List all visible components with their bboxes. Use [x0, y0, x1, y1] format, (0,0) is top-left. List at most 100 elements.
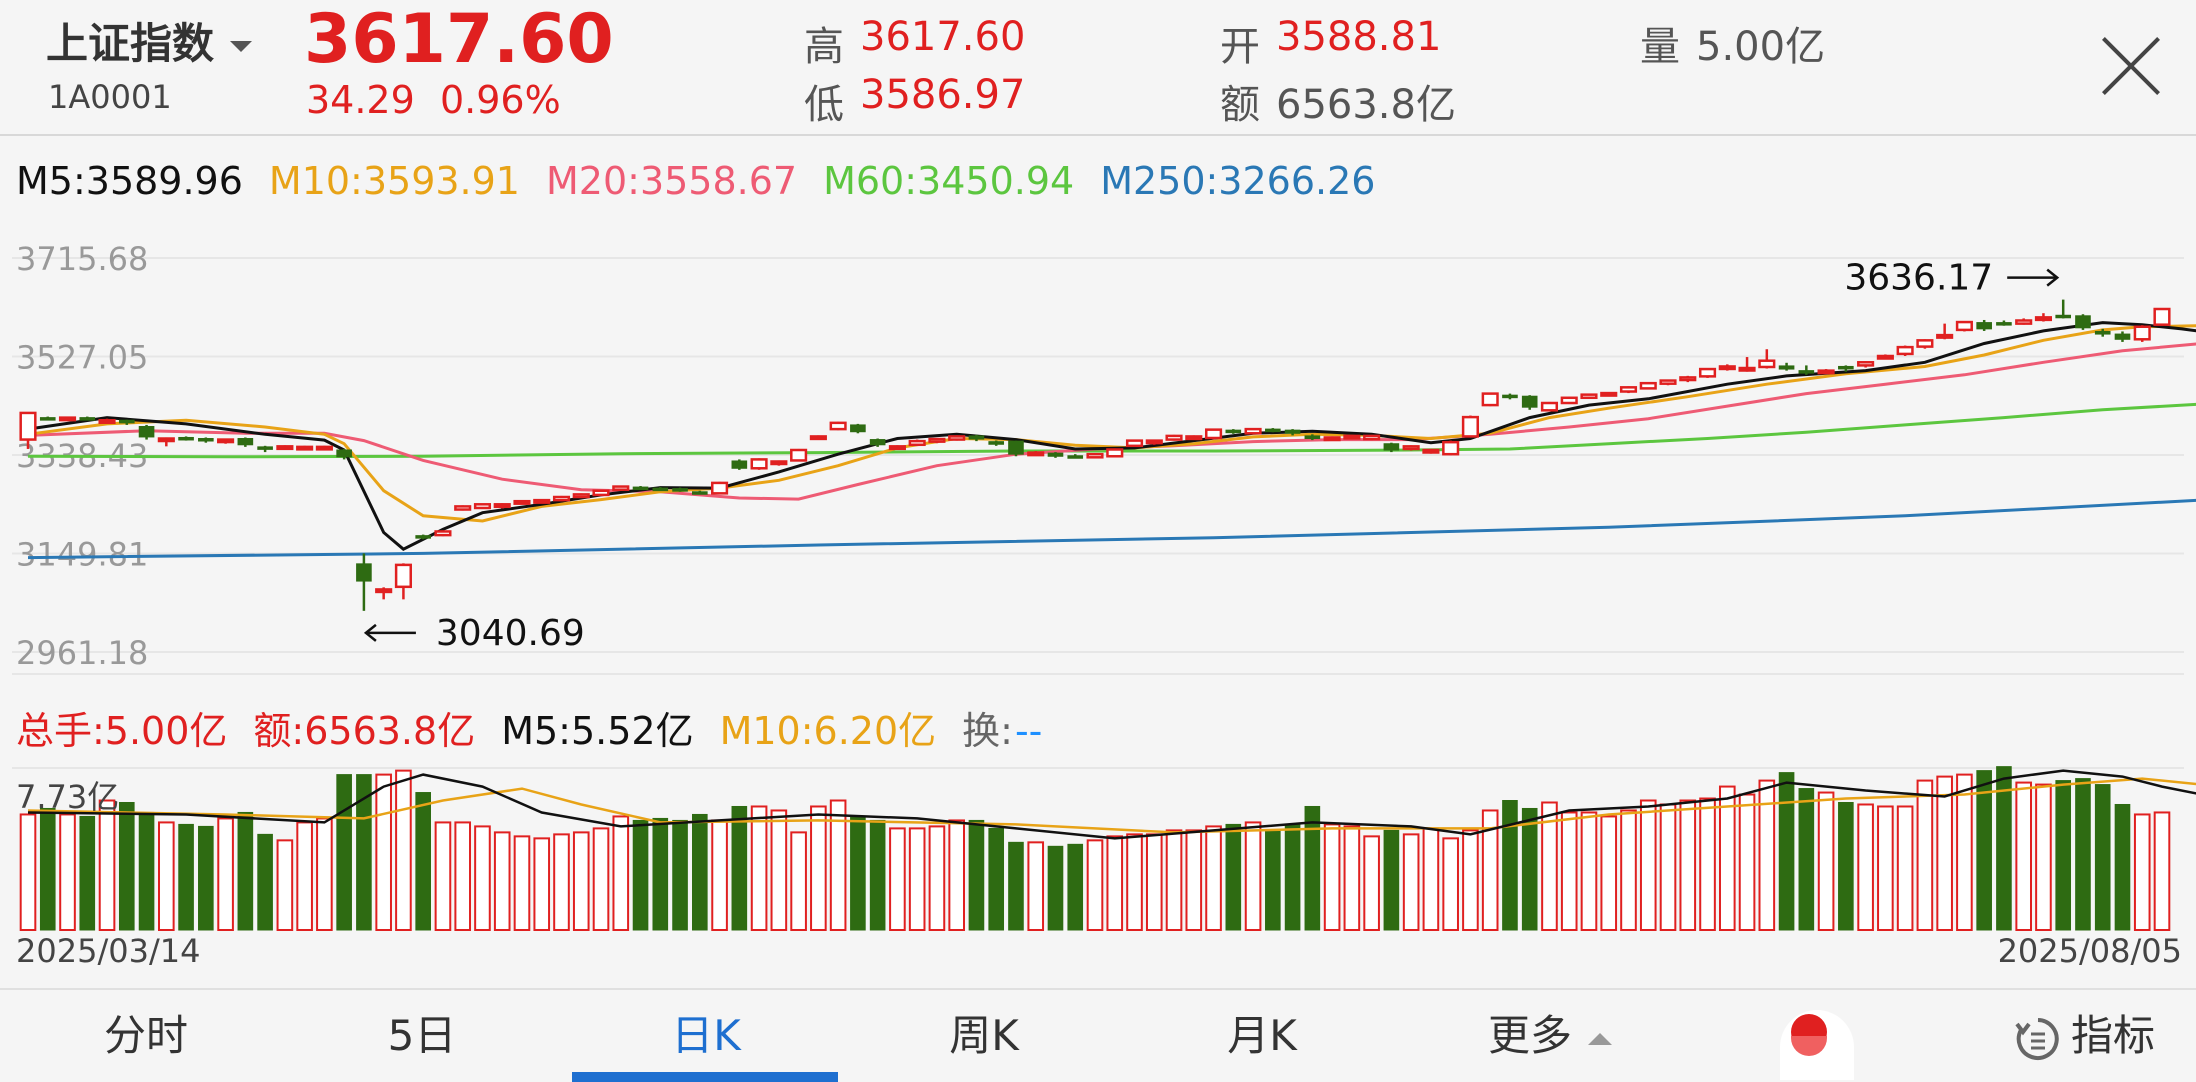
volume-bar — [908, 827, 926, 932]
candle-body — [19, 411, 37, 441]
volume-bar — [513, 835, 531, 931]
kline-chart[interactable]: M5:3589.96 M10:3593.91 M20:3558.67 M60:3450… — [0, 136, 2196, 988]
candle-body — [375, 588, 393, 594]
volume-bar — [1718, 785, 1736, 931]
volume-bar — [1462, 829, 1479, 932]
tab-monthly-k[interactable]: 月K — [1162, 990, 1362, 1082]
volume-bar — [1067, 843, 1084, 931]
candle-body — [928, 437, 946, 443]
volume-bar — [2015, 781, 2032, 932]
candle-body — [178, 436, 194, 441]
candle-body — [1502, 394, 1518, 399]
volume-value: 5.00亿 — [1696, 24, 1826, 70]
candle-body — [770, 460, 788, 466]
candle-body — [652, 487, 669, 492]
ma-line-m10 — [27, 324, 2196, 523]
volume-bar — [158, 821, 175, 931]
candle-body — [1955, 320, 1973, 332]
candle-body — [1461, 415, 1479, 438]
candle-body — [98, 418, 116, 424]
volume-axis-label: 7.73亿 — [16, 778, 119, 816]
volume-bar — [790, 831, 807, 931]
candle-body — [731, 460, 748, 469]
candle-body — [79, 417, 96, 421]
candle-body — [809, 435, 827, 441]
volume-bar — [375, 773, 392, 931]
volume-bar — [1758, 779, 1776, 931]
volume-bar — [454, 821, 472, 931]
tab-daily-k[interactable]: 日K — [606, 990, 806, 1082]
candle-body — [1600, 391, 1618, 397]
candle-body — [1284, 429, 1301, 434]
ma-legend-item: M10:3593.91 — [269, 159, 520, 203]
volume-bar — [988, 827, 1005, 931]
tab-5day[interactable]: 5日 — [322, 990, 522, 1082]
volume-bar — [948, 819, 965, 931]
tab-label: 日K — [671, 1011, 741, 1060]
candlestick-series — [19, 299, 2171, 611]
candle-body — [1363, 434, 1381, 441]
volume-bars — [12, 766, 2184, 932]
tab-more[interactable]: 更多 — [1440, 990, 1660, 1082]
candle-body — [118, 419, 135, 424]
index-code: 1A0001 — [48, 78, 172, 116]
ma-legend-item: M20:3558.67 — [546, 159, 797, 203]
volume-bar — [1817, 791, 1835, 932]
volume-bar — [257, 833, 273, 931]
candle-body — [572, 493, 590, 499]
volume-bar — [2153, 811, 2171, 931]
volume-legend-item: -- — [1015, 709, 1042, 753]
chevron-down-icon — [230, 41, 253, 52]
candle-body — [1225, 429, 1242, 434]
candle-body — [1798, 370, 1815, 374]
price-grid — [12, 257, 2184, 675]
volume-bar — [1838, 801, 1854, 931]
price-change-pct: 0.96% — [440, 78, 561, 122]
ma-legend-item: M60:3450.94 — [823, 159, 1074, 203]
candle-body — [1244, 427, 1262, 435]
volume-bar — [968, 819, 985, 931]
volume-bar — [1225, 823, 1242, 931]
volume-bar — [237, 811, 254, 931]
candle-body — [612, 485, 630, 491]
candle-body — [336, 449, 352, 458]
price-axis-label: 3715.68 — [16, 240, 148, 278]
volume-bar — [2114, 803, 2131, 931]
volume-bar — [1798, 788, 1815, 931]
candle-body — [533, 498, 551, 504]
low-label: 低 — [804, 82, 844, 128]
tab-label: 指标 — [2070, 1011, 2155, 1060]
volume-bar — [1502, 800, 1518, 931]
candle-body — [1145, 439, 1163, 445]
volume-bar — [98, 799, 116, 931]
tab-indicators[interactable]: 指标 — [1984, 990, 2184, 1082]
volume-bar — [1027, 841, 1045, 932]
volume-bar — [2055, 780, 2072, 931]
volume-bar — [2035, 783, 2052, 932]
volume-bar — [711, 819, 728, 931]
volume-bar — [1896, 805, 1914, 932]
candle-body — [315, 445, 333, 451]
candle-body — [1817, 369, 1835, 375]
volume-legend-item: 额:6563.8亿 — [253, 709, 475, 753]
volume-bar — [1956, 773, 1973, 931]
candle-body — [711, 481, 729, 495]
volume-bar — [1639, 799, 1657, 931]
volume-bar — [1996, 766, 2012, 931]
volume-bar — [1145, 833, 1163, 931]
volume-bar — [1560, 811, 1578, 931]
tab-weekly-k[interactable]: 周K — [884, 990, 1084, 1082]
volume-bar — [829, 799, 847, 931]
low-value: 3586.97 — [860, 72, 1026, 118]
volume-bar — [1106, 835, 1124, 931]
candle-body — [1738, 366, 1756, 372]
index-name-selector[interactable]: 上证指数 — [46, 10, 253, 71]
candle-body — [1106, 448, 1124, 458]
volume-bar — [1126, 833, 1143, 931]
tab-intraday[interactable]: 分时 — [46, 990, 246, 1082]
candle-body — [1976, 322, 1992, 330]
candle-body — [2055, 314, 2072, 319]
volume-bar — [1620, 809, 1637, 931]
candle-body — [1402, 445, 1420, 451]
close-icon[interactable] — [2100, 34, 2162, 96]
